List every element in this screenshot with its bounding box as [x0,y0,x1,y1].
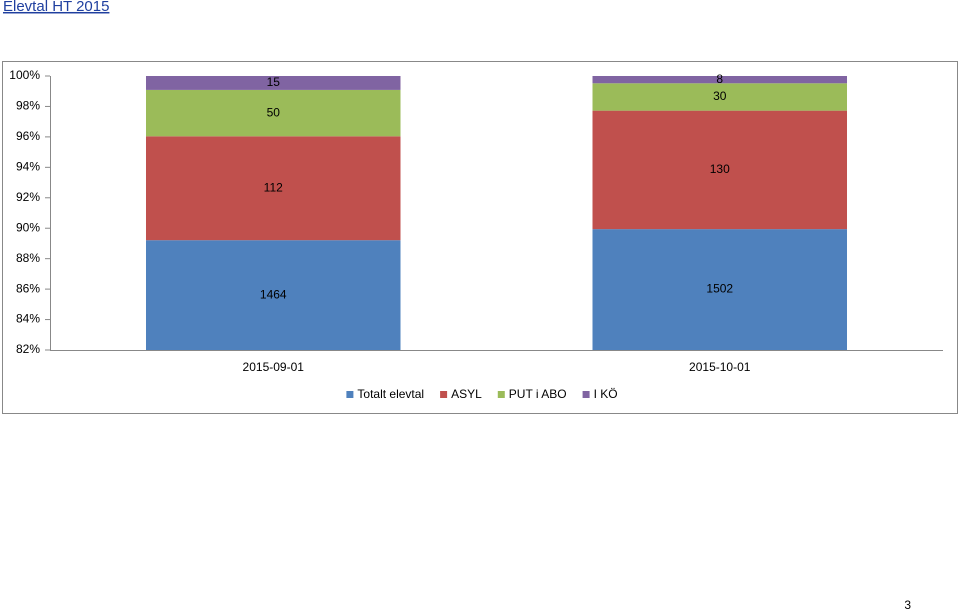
y-tick-label: 92% [16,190,40,204]
legend-marker [497,391,505,398]
y-tick-label: 86% [16,281,40,295]
y-tick-label: 90% [16,220,40,234]
legend-marker [346,391,354,398]
bar-segment [145,240,401,350]
data-label: 112 [264,180,283,194]
legend-marker [440,391,448,398]
data-label: 1502 [706,282,733,296]
y-tick-label: 94% [16,160,40,174]
y-tick-label: 100% [9,68,40,82]
legend-marker [582,391,590,398]
data-label: 130 [710,162,730,176]
y-tick-label: 88% [16,251,40,265]
y-tick-label: 98% [16,99,40,113]
bar-segment [145,76,401,90]
bar-segment [592,110,848,230]
data-label: 8 [716,72,723,86]
bar-segment [592,76,848,84]
legend-label: Totalt elevtal [357,387,424,401]
bar-segment [145,136,401,241]
chart-title: Elevtal HT 2015 [3,0,109,15]
bar-segment [592,229,848,350]
bar-segment [145,89,401,137]
x-tick-label: 2015-10-01 [689,360,751,374]
page-number: 3 [904,598,911,612]
bar-segment [592,83,848,111]
y-tick-label: 96% [16,129,40,143]
data-label: 1464 [260,287,287,301]
legend-label: I KÖ [594,387,618,401]
legend-label: ASYL [451,387,482,401]
y-tick-label: 84% [16,312,40,326]
y-tick-label: 82% [16,342,40,356]
chart-frame [2,61,958,414]
x-tick-label: 2015-09-01 [243,360,305,374]
data-label: 50 [267,105,281,119]
data-label: 15 [267,75,281,89]
data-label: 30 [713,89,727,103]
legend-label: PUT i ABO [509,387,567,401]
